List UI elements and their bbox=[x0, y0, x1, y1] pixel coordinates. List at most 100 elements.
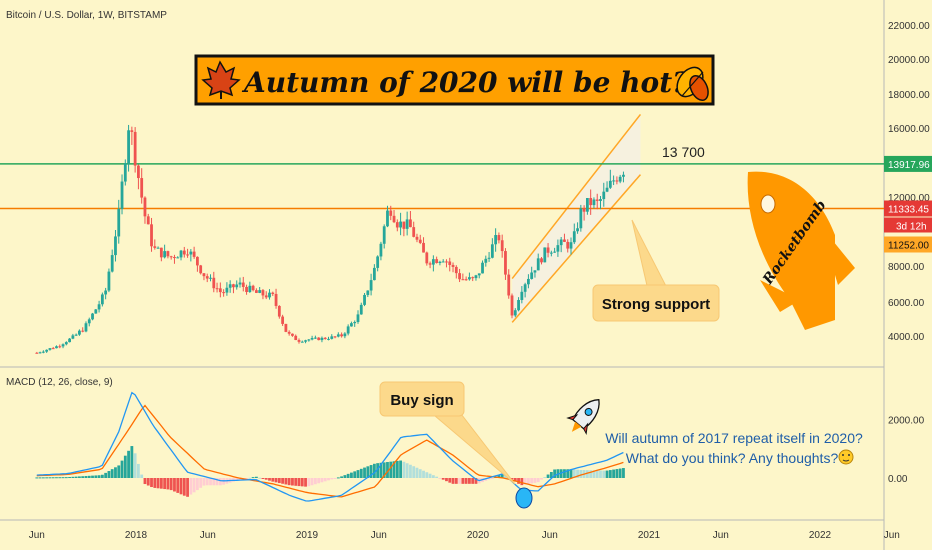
price-candle bbox=[556, 239, 560, 257]
macd-histogram-bar bbox=[51, 477, 55, 479]
signal-line bbox=[36, 404, 624, 498]
price-candle bbox=[169, 255, 173, 260]
price-candle bbox=[45, 349, 49, 353]
price-candle bbox=[300, 340, 304, 343]
price-badge-countdown-text: 3d 12h bbox=[896, 221, 927, 232]
price-candle bbox=[150, 217, 153, 252]
macd-histogram-bar bbox=[173, 478, 176, 492]
price-candle bbox=[78, 329, 81, 336]
rocket-fin-right bbox=[820, 225, 855, 285]
macd-histogram-bar bbox=[317, 478, 321, 484]
price-candle bbox=[399, 212, 402, 236]
price-candle bbox=[582, 205, 586, 221]
price-candle bbox=[91, 312, 94, 321]
price-candle bbox=[254, 288, 258, 294]
price-candle bbox=[241, 276, 245, 292]
rocket-fin-left bbox=[760, 280, 800, 312]
price-candle bbox=[271, 291, 275, 296]
price-candle bbox=[520, 286, 524, 304]
price-candle bbox=[422, 237, 425, 253]
time-axis-tick-label: Jun bbox=[200, 530, 216, 541]
price-candle bbox=[196, 256, 199, 272]
macd-histogram-bar bbox=[140, 474, 144, 478]
macd-axis-tick-label: 0.00 bbox=[888, 474, 908, 485]
price-candle bbox=[304, 339, 307, 344]
price-candle bbox=[317, 337, 321, 341]
price-candle bbox=[431, 255, 435, 272]
price-badge-last-text: 11252.00 bbox=[888, 240, 929, 251]
macd-histogram-bar bbox=[287, 478, 291, 486]
macd-histogram-bar bbox=[300, 478, 304, 487]
macd-histogram-bar bbox=[487, 478, 491, 480]
price-candle bbox=[179, 249, 183, 261]
macd-histogram-bar bbox=[215, 478, 219, 486]
macd-histogram-bar bbox=[369, 465, 373, 478]
macd-histogram-bar bbox=[182, 478, 186, 496]
time-axis-tick-label: 2020 bbox=[467, 530, 490, 541]
price-badge-last-box bbox=[884, 236, 932, 253]
price-candle bbox=[405, 211, 409, 236]
strong-support-callout: Strong support bbox=[592, 219, 720, 322]
title-banner-text: Autumn of 2020 will be hot? bbox=[241, 66, 689, 99]
price-candle bbox=[513, 308, 517, 318]
price-candle bbox=[258, 287, 262, 294]
time-axis-ticks: Jun 2018 Jun 2019 Jun 2020 Jun 2021 Jun 2022 Jun bbox=[29, 530, 900, 541]
price-candle bbox=[287, 330, 291, 336]
price-candle bbox=[235, 280, 239, 290]
macd-histogram-bar bbox=[35, 477, 39, 479]
price-candle bbox=[225, 282, 229, 296]
macd-histogram-bar bbox=[340, 476, 344, 478]
price-candle bbox=[218, 282, 222, 298]
price-axis-tick-label: 22000.00 bbox=[888, 21, 930, 32]
price-candle bbox=[500, 234, 504, 258]
price-candle bbox=[163, 244, 167, 259]
price-candle bbox=[71, 333, 75, 340]
price-candle bbox=[549, 250, 553, 257]
price-candle bbox=[261, 288, 265, 300]
price-candle bbox=[566, 239, 570, 253]
macd-histogram-bar bbox=[114, 467, 117, 478]
macd-histogram-bar bbox=[153, 478, 157, 488]
price-candle bbox=[589, 189, 593, 215]
macd-histogram-bar bbox=[392, 461, 396, 478]
symbol-header: Bitcoin / U.S. Dollar, 1W, BITSTAMP bbox=[6, 10, 167, 21]
macd-histogram-bar bbox=[589, 470, 593, 478]
price-candle bbox=[484, 255, 488, 267]
macd-histogram-bar bbox=[235, 478, 239, 481]
price-candle bbox=[215, 282, 219, 293]
price-candle bbox=[599, 196, 602, 210]
macd-histogram-bar bbox=[55, 477, 58, 479]
macd-histogram-bar bbox=[189, 478, 193, 495]
macd-histogram-bar bbox=[510, 478, 514, 480]
macd-histogram-bar bbox=[451, 478, 455, 484]
macd-histogram-bar bbox=[612, 469, 616, 478]
macd-axis-ticks: 2000.00 0.00 bbox=[888, 416, 925, 485]
macd-histogram-bar bbox=[520, 478, 524, 486]
buy-sign-callout: Buy sign bbox=[379, 381, 516, 485]
price-candle bbox=[536, 253, 540, 271]
price-candle bbox=[605, 181, 609, 193]
macd-histogram-bar bbox=[281, 478, 285, 484]
macd-histogram-bar bbox=[271, 478, 275, 482]
macd-histogram-bar bbox=[418, 469, 422, 478]
macd-histogram-bar bbox=[431, 475, 435, 478]
macd-histogram-bar bbox=[389, 461, 393, 478]
price-candle bbox=[471, 276, 475, 282]
macd-histogram-bar bbox=[199, 478, 203, 488]
macd-histogram-bar bbox=[261, 478, 265, 479]
rocket-window bbox=[760, 194, 776, 214]
macd-histogram-bar bbox=[549, 472, 553, 478]
macd-histogram-bar bbox=[123, 455, 127, 478]
time-axis-tick-label: Jun bbox=[371, 530, 387, 541]
macd-histogram-bar bbox=[346, 473, 350, 478]
price-candle bbox=[159, 247, 163, 262]
macd-histogram-bar bbox=[238, 478, 242, 480]
macd-histogram-bar bbox=[553, 469, 557, 478]
macd-histogram-bar bbox=[294, 478, 298, 486]
macd-histogram-bar bbox=[402, 461, 406, 478]
macd-histogram-bar bbox=[150, 478, 153, 488]
price-candle bbox=[209, 274, 212, 282]
price-candle bbox=[366, 290, 370, 297]
macd-histogram-bar bbox=[471, 478, 475, 484]
price-candle bbox=[346, 324, 350, 336]
